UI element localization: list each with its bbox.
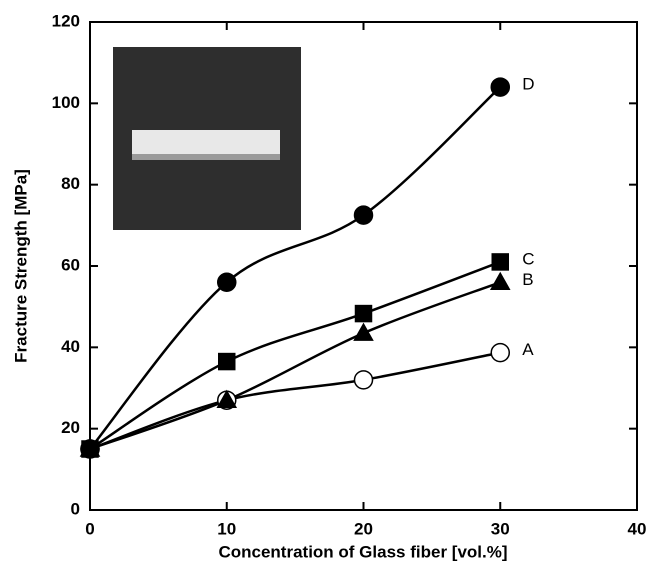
x-tick-label: 30 <box>491 519 510 538</box>
marker <box>490 77 510 97</box>
marker <box>80 439 100 459</box>
y-tick-label: 120 <box>52 11 80 30</box>
x-tick-label: 40 <box>628 519 647 538</box>
marker <box>491 253 509 271</box>
y-tick-label: 60 <box>61 255 80 274</box>
series-line <box>89 86 502 450</box>
series-label: B <box>522 270 533 289</box>
series-line <box>89 281 501 451</box>
series-line <box>89 351 501 451</box>
marker <box>353 322 374 341</box>
series-label: A <box>522 340 534 359</box>
y-tick-label: 80 <box>61 174 80 193</box>
marker <box>216 389 238 408</box>
y-tick-label: 20 <box>61 418 80 437</box>
y-axis-label: Fracture Strength [MPa] <box>11 169 30 363</box>
x-tick-label: 10 <box>217 519 236 538</box>
series-label: D <box>522 75 534 94</box>
marker <box>354 304 373 323</box>
y-tick-label: 100 <box>52 93 80 112</box>
y-tick-label: 40 <box>61 337 80 356</box>
marker <box>218 352 236 371</box>
inset-photo <box>113 47 301 230</box>
marker <box>217 272 237 293</box>
series-line <box>89 260 501 451</box>
marker <box>489 271 511 291</box>
x-axis-label: Concentration of Glass fiber [vol.%] <box>218 542 507 561</box>
x-tick-label: 20 <box>354 519 373 538</box>
marker <box>490 342 510 363</box>
y-tick-label: 0 <box>71 499 80 518</box>
marker <box>353 205 374 225</box>
x-tick-label: 0 <box>85 519 94 538</box>
marker <box>353 370 374 390</box>
series-label: C <box>522 249 534 268</box>
